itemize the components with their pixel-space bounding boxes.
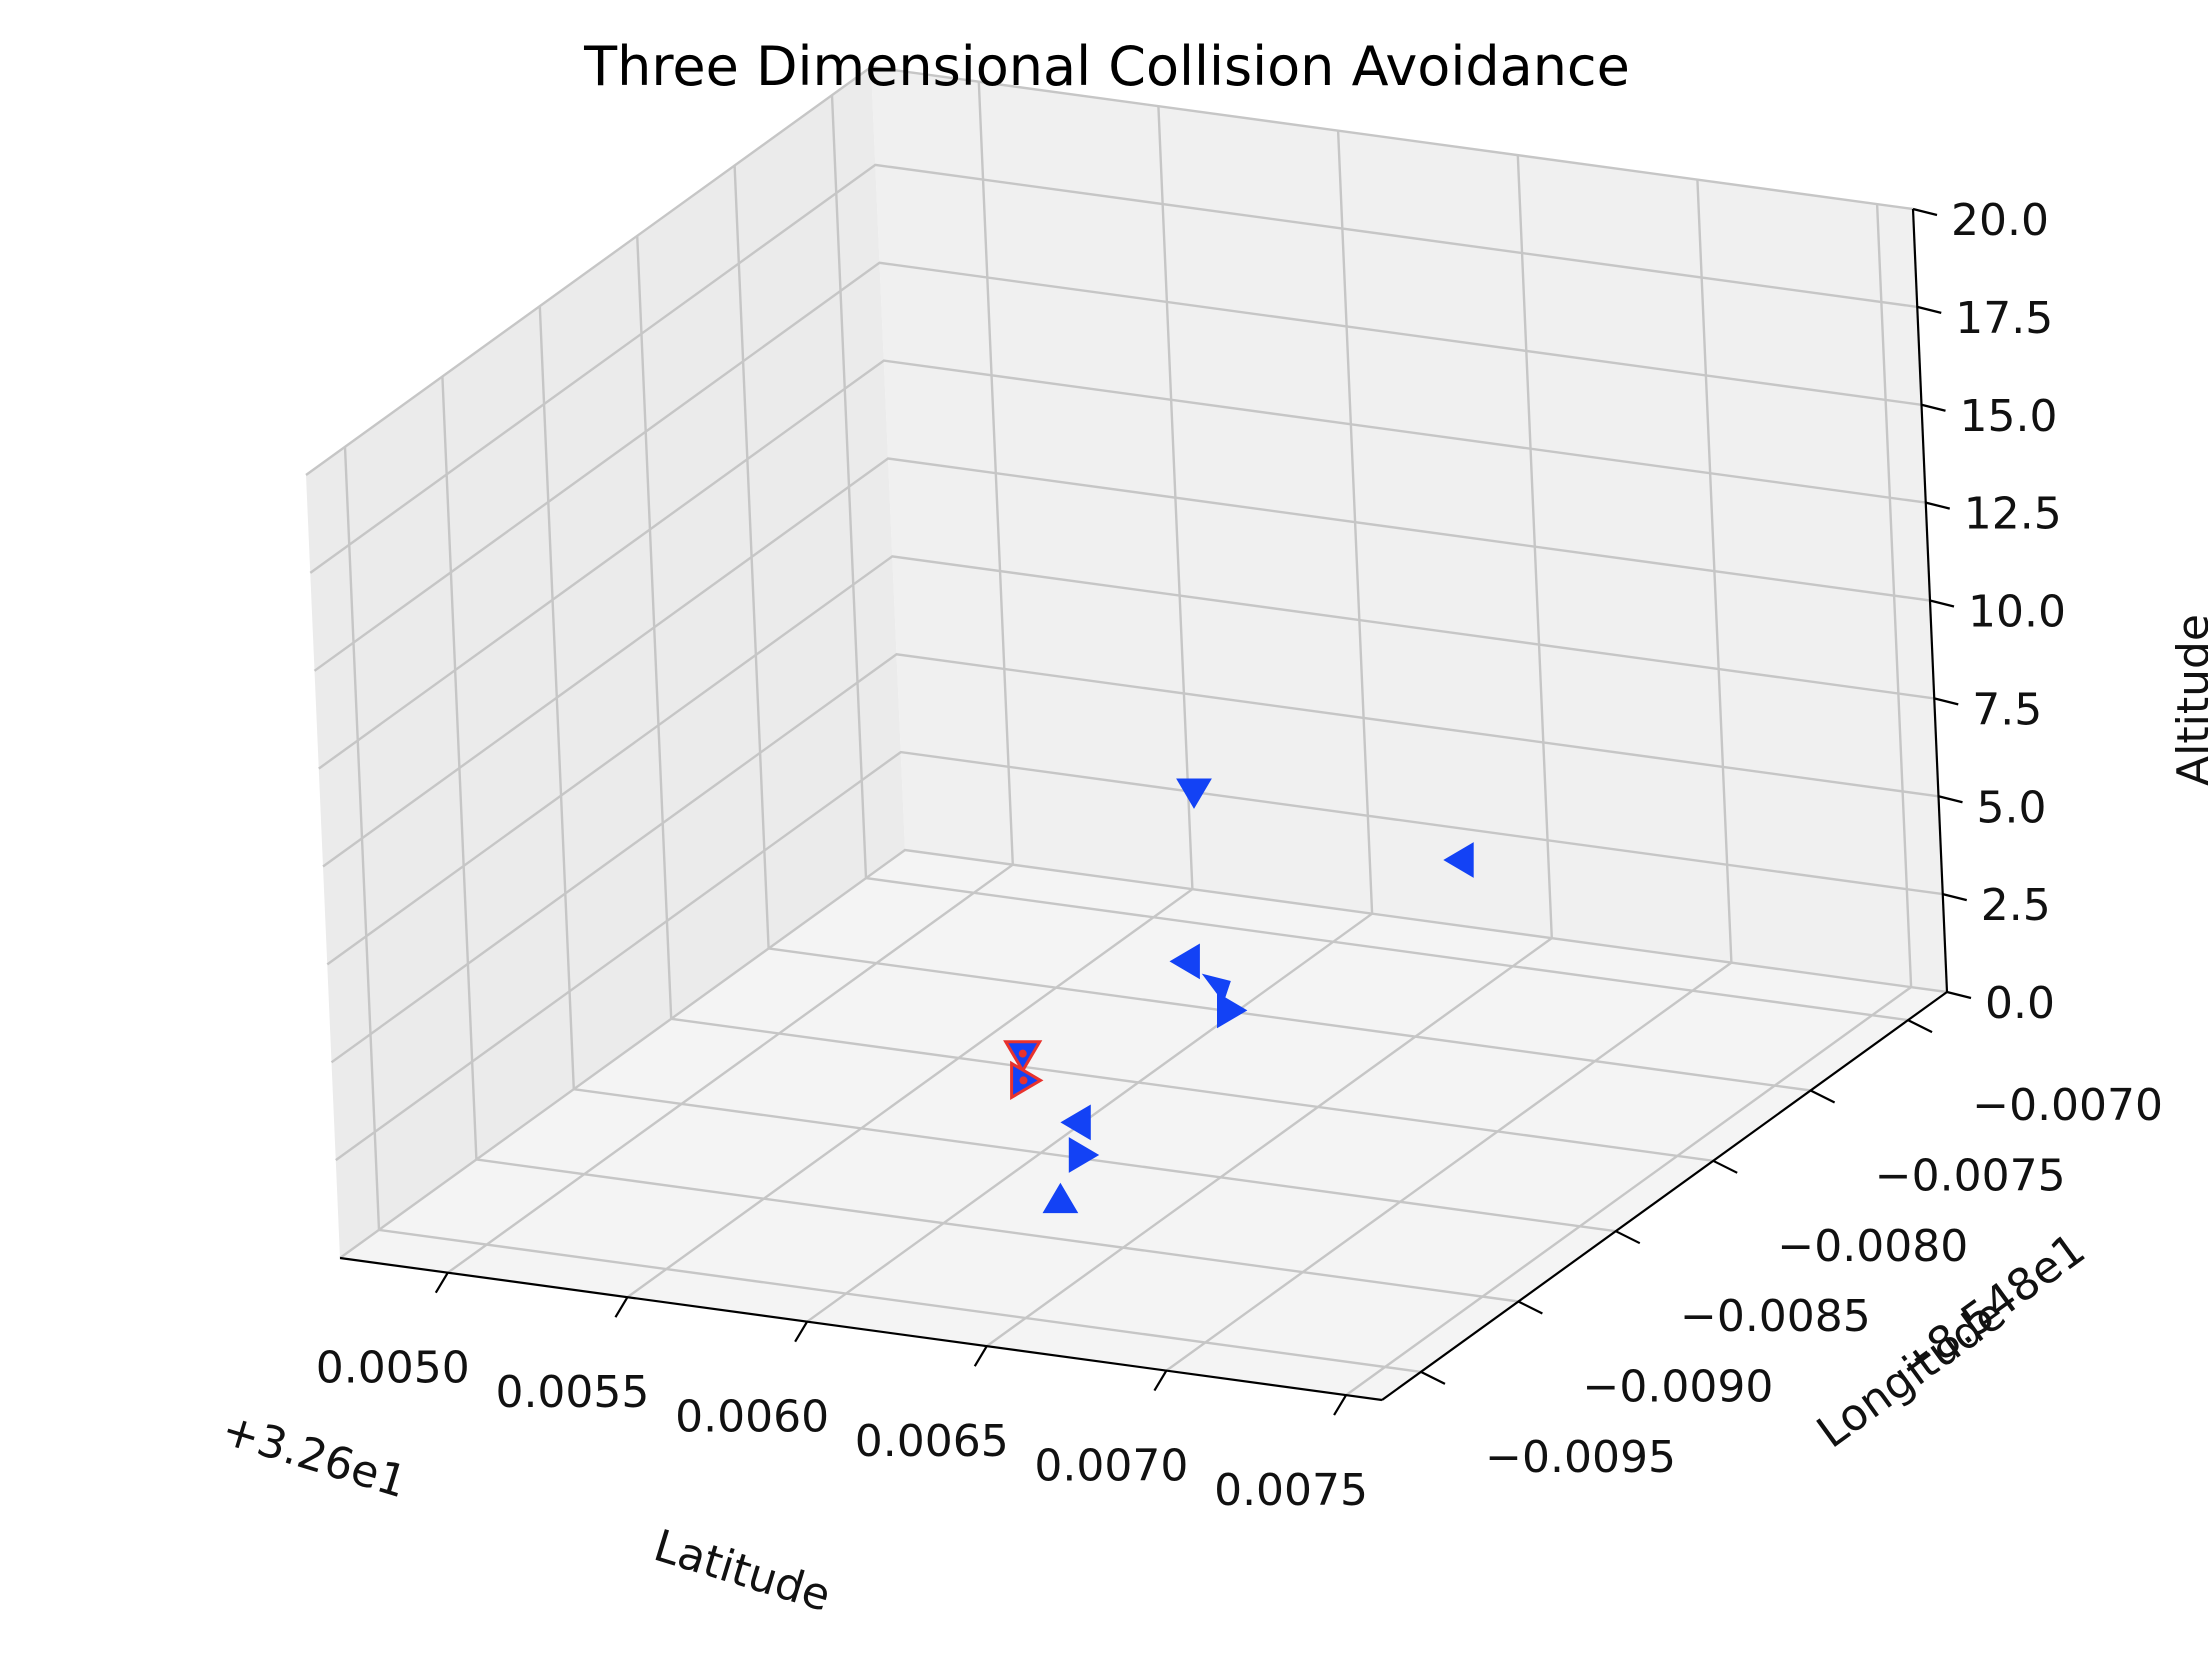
axis-lines xyxy=(339,207,1972,1416)
z-grid-line xyxy=(309,163,1918,574)
z-tick-label: 17.5 xyxy=(1955,293,2053,344)
z-tick-mark xyxy=(1912,207,1938,217)
z-grid-line xyxy=(326,555,1935,966)
y-tick-label: −0.0095 xyxy=(1485,1432,1676,1483)
z-tick-mark xyxy=(1916,305,1942,314)
x-tick-label: 0.0070 xyxy=(1034,1441,1188,1492)
data-point-marker xyxy=(1068,1137,1100,1173)
z-tick-mark xyxy=(1925,501,1951,510)
z-axis-label: Altitude xyxy=(2168,614,2208,786)
x-tick-label: 0.0060 xyxy=(675,1392,829,1443)
data-point-marker xyxy=(1201,973,1231,1003)
y-tick-mark xyxy=(1615,1230,1641,1245)
data-point-marker xyxy=(1443,842,1474,878)
x-tick-mark xyxy=(434,1272,449,1294)
z-grid-line xyxy=(330,653,1939,1064)
x-axis-label: Latitude xyxy=(648,1520,836,1622)
y-tick-label: −0.0070 xyxy=(1972,1080,2163,1131)
z-tick-mark xyxy=(1946,990,1972,1000)
z-tick-mark xyxy=(1933,697,1959,706)
data-points xyxy=(1003,778,1474,1214)
y-tick-mark xyxy=(1810,1089,1836,1104)
y-tick-label: −0.0085 xyxy=(1680,1291,1871,1342)
y-tick-mark xyxy=(1712,1159,1738,1174)
x-tick-mark xyxy=(794,1321,809,1343)
z-tick-label: 15.0 xyxy=(1960,391,2058,442)
x-tick-mark xyxy=(973,1345,988,1367)
z-tick-label: 20.0 xyxy=(1951,195,2049,246)
y-axis-line xyxy=(1381,991,1948,1401)
z-tick-label: 7.5 xyxy=(1972,684,2042,735)
z-grid-line xyxy=(305,65,1914,476)
x-tick-label: 0.0050 xyxy=(316,1343,470,1394)
y-tick-mark xyxy=(1907,1019,1933,1034)
data-point-highlight xyxy=(1018,1049,1027,1058)
data-point-marker xyxy=(1060,1104,1091,1141)
z-grid-line xyxy=(313,261,1922,672)
x-tick-label: 0.0075 xyxy=(1214,1465,1368,1516)
y-tick-mark xyxy=(1517,1300,1543,1315)
y-tick-label: −0.0090 xyxy=(1583,1362,1774,1413)
data-point-marker xyxy=(1169,943,1200,980)
z-tick-mark xyxy=(1942,893,1968,902)
z-tick-label: 0.0 xyxy=(1985,978,2055,1029)
z-tick-mark xyxy=(1938,795,1963,804)
z-tick-mark xyxy=(1929,599,1955,608)
floor-pane xyxy=(340,850,1947,1400)
z-tick-label: 2.5 xyxy=(1981,880,2051,931)
z-tick-label: 12.5 xyxy=(1964,489,2062,540)
x-tick-mark xyxy=(1153,1370,1168,1392)
data-point-highlight xyxy=(1019,1076,1028,1085)
y-tick-mark xyxy=(1420,1370,1446,1385)
x-tick-mark xyxy=(1333,1394,1348,1416)
data-point-marker xyxy=(1042,1182,1079,1214)
tick-labels: 0.0050 0.0055 0.0060 0.0065 0.0070 0.0075 −0.0… xyxy=(316,195,2163,1516)
x-tick-mark xyxy=(614,1296,629,1318)
x-tick-label: 0.0055 xyxy=(495,1367,649,1418)
data-point-marker xyxy=(1176,778,1212,809)
z-grid-line xyxy=(339,848,1948,1259)
chart-title: Three Dimensional Collision Avoidance xyxy=(583,35,1630,98)
y-tick-label: −0.0075 xyxy=(1875,1150,2066,1201)
y-tick-label: −0.0080 xyxy=(1777,1221,1968,1272)
z-grid-line xyxy=(322,457,1931,868)
x-offset-label: +3.26e1 xyxy=(216,1404,413,1508)
z-tick-label: 10.0 xyxy=(1968,587,2066,638)
grid-lines xyxy=(305,65,1948,1397)
z-tick-mark xyxy=(1921,403,1946,412)
data-point-marker xyxy=(1217,992,1248,1029)
z-grid-line xyxy=(335,750,1943,1162)
x-axis-line xyxy=(339,1256,1383,1402)
z-grid-line xyxy=(318,359,1926,770)
z-tick-label: 5.0 xyxy=(1977,782,2047,833)
x-tick-label: 0.0065 xyxy=(855,1416,1009,1467)
